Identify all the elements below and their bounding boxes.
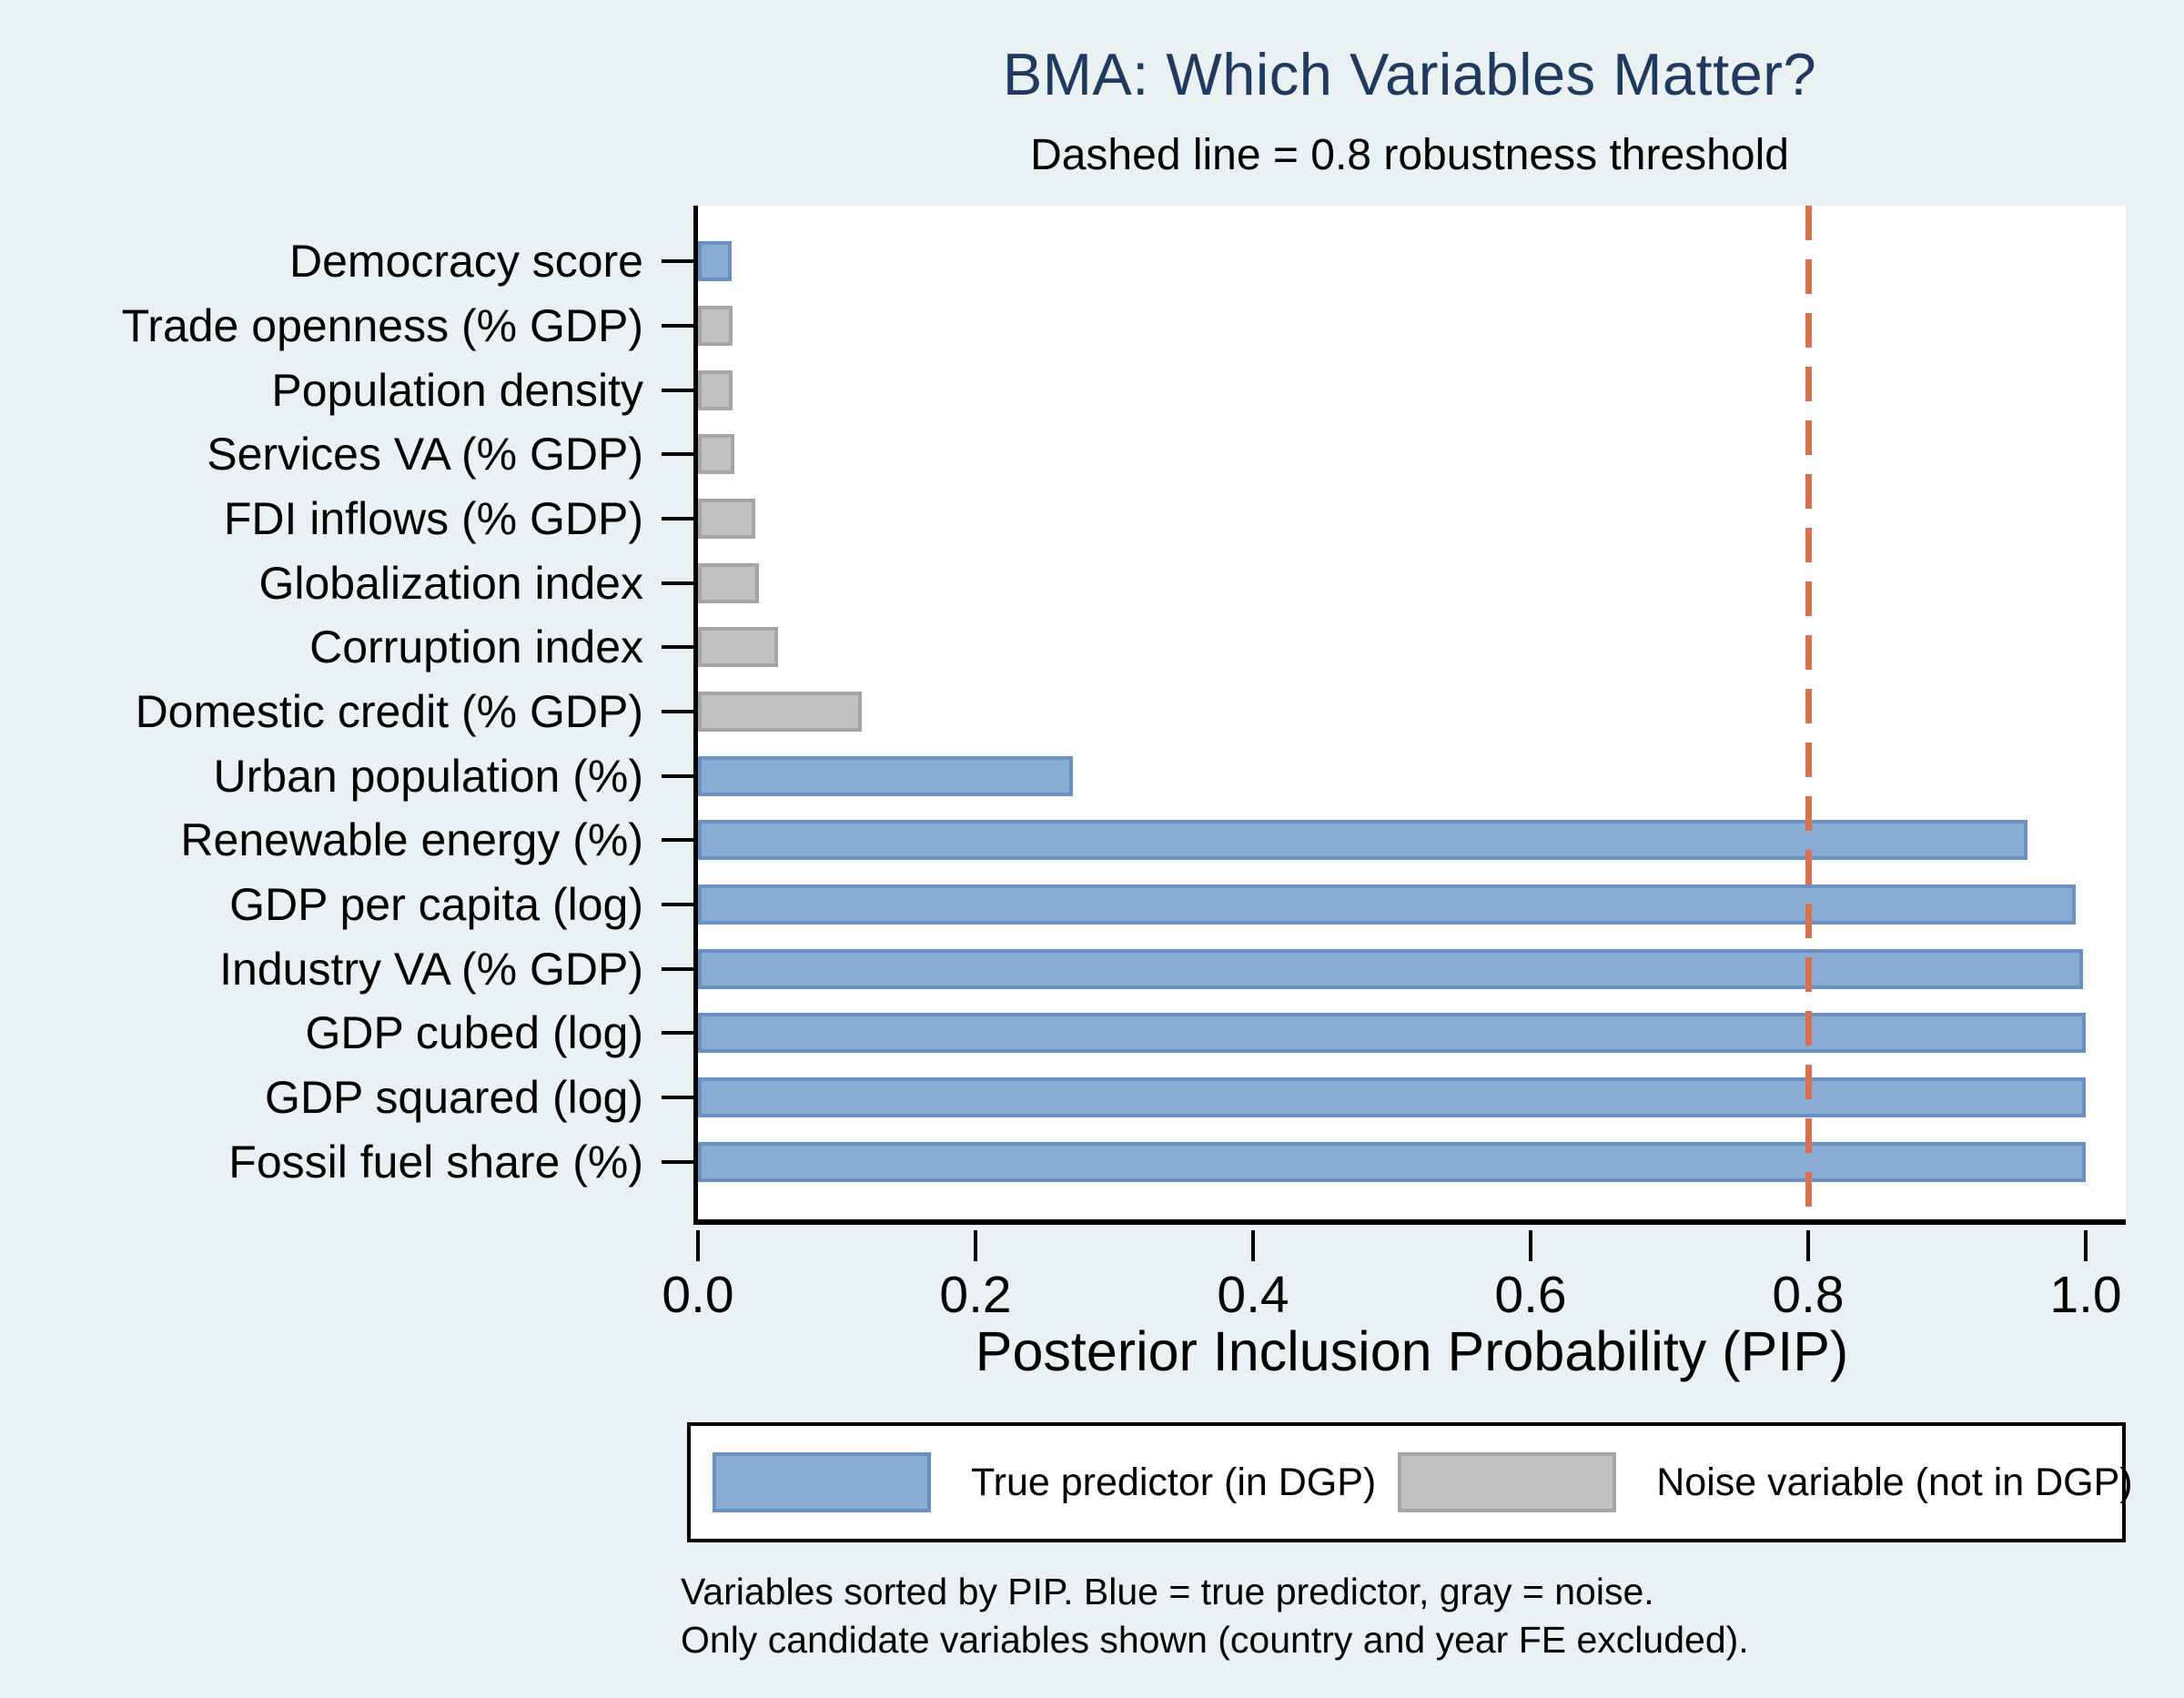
x-tick-label: 0.8	[1772, 1266, 1845, 1324]
bar-true_predictor	[698, 755, 1073, 796]
bar-row: GDP per capita (log)	[229, 873, 2126, 937]
x-tick	[2084, 1230, 2088, 1261]
y-tick	[662, 388, 693, 392]
legend-swatch-noise	[1398, 1452, 1617, 1512]
category-label: Globalization index	[258, 557, 644, 609]
bar-noise	[698, 499, 755, 540]
threshold-dashed-line	[1805, 206, 1812, 1219]
x-tick	[1529, 1230, 1532, 1261]
bar-row: Services VA (% GDP)	[207, 422, 2126, 487]
y-tick	[662, 773, 693, 778]
category-label: Domestic credit (% GDP)	[135, 686, 643, 738]
bar-row: Trade openness (% GDP)	[122, 294, 2126, 359]
bar-noise	[698, 562, 760, 603]
x-tick-label: 0.4	[1217, 1266, 1289, 1324]
bar-row: FDI inflows (% GDP)	[224, 487, 2126, 551]
chart-notes: Variables sorted by PIP. Blue = true pre…	[681, 1568, 1749, 1664]
category-label: Industry VA (% GDP)	[219, 943, 643, 995]
category-label: FDI inflows (% GDP)	[223, 493, 643, 545]
x-axis-title: Posterior Inclusion Probability (PIP)	[975, 1320, 1849, 1382]
chart-title: BMA: Which Variables Matter?	[1002, 41, 1817, 107]
x-tick	[1806, 1230, 1810, 1261]
bar-row: GDP cubed (log)	[306, 1001, 2126, 1066]
bar-row: Fossil fuel share (%)	[228, 1129, 2126, 1194]
y-tick	[662, 259, 693, 264]
bar-row: Corruption index	[309, 615, 2126, 680]
category-label: GDP cubed (log)	[305, 1007, 643, 1059]
bar-row: Population density	[271, 358, 2126, 422]
legend-swatch-true-predictor	[713, 1452, 931, 1512]
bar-row: Renewable energy (%)	[180, 808, 2126, 873]
x-tick-label: 0.6	[1494, 1266, 1567, 1324]
y-tick	[662, 1159, 693, 1164]
bar-true_predictor	[698, 948, 2083, 989]
bar-noise	[698, 434, 734, 475]
bar-true_predictor	[698, 241, 732, 282]
x-tick-label: 0.2	[939, 1266, 1012, 1324]
category-label: Fossil fuel share (%)	[228, 1136, 643, 1188]
category-label: GDP squared (log)	[265, 1072, 643, 1124]
category-label: Urban population (%)	[213, 750, 644, 802]
bar-true_predictor	[698, 1013, 2086, 1054]
x-axis: 0.0 0.2 0.4 0.6 0.8 1.0	[662, 1230, 2126, 1440]
y-tick	[662, 581, 693, 585]
x-tick	[696, 1230, 700, 1261]
y-tick	[662, 710, 693, 714]
note-line-2: Only candidate variables shown (country …	[681, 1619, 1749, 1661]
bar-noise	[698, 627, 779, 668]
legend-item-noise: Noise variable (not in DGP)	[1376, 1452, 2133, 1512]
x-tick	[974, 1230, 977, 1261]
bar-noise	[698, 369, 733, 410]
y-tick	[662, 517, 693, 521]
x-tick-label: 1.0	[2049, 1266, 2122, 1324]
bar-true_predictor	[698, 1141, 2086, 1182]
legend-label-noise: Noise variable (not in DGP)	[1656, 1460, 2133, 1504]
bar-rows-container: Democracy score Trade openness (% GDP) Pop…	[122, 206, 2126, 1219]
legend-item-true-predictor: True predictor (in DGP)	[691, 1452, 1376, 1512]
y-tick	[662, 645, 693, 650]
bar-row: GDP squared (log)	[265, 1066, 2126, 1130]
y-tick	[662, 903, 693, 907]
category-label: Trade openness (% GDP)	[121, 300, 643, 351]
note-line-1: Variables sorted by PIP. Blue = true pre…	[681, 1571, 1654, 1612]
bar-true_predictor	[698, 820, 2027, 861]
y-tick	[662, 966, 693, 971]
category-label: Renewable energy (%)	[180, 814, 643, 866]
y-tick	[662, 838, 693, 843]
bar-row: Globalization index	[259, 551, 2126, 615]
bar-noise	[698, 306, 733, 346]
plot-area: Democracy score Trade openness (% GDP) Pop…	[122, 206, 2126, 1225]
x-tick-label: 0.0	[662, 1266, 734, 1324]
bar-true_predictor	[698, 884, 2077, 925]
category-label: GDP per capita (log)	[229, 879, 643, 931]
y-tick	[662, 1096, 693, 1100]
bar-row: Urban population (%)	[214, 743, 2126, 808]
category-label: Corruption index	[309, 622, 643, 673]
category-label: Population density	[271, 364, 643, 416]
bar-true_predictor	[698, 1077, 2086, 1118]
category-label: Services VA (% GDP)	[207, 429, 643, 480]
bar-row: Domestic credit (% GDP)	[136, 680, 2126, 744]
y-tick	[662, 452, 693, 457]
x-tick	[1251, 1230, 1255, 1261]
legend-label-true-predictor: True predictor (in DGP)	[971, 1460, 1377, 1504]
legend-box: True predictor (in DGP) Noise variable (…	[687, 1422, 2133, 1542]
chart-subtitle: Dashed line = 0.8 robustness threshold	[1030, 131, 1789, 179]
bar-row: Industry VA (% GDP)	[219, 936, 2126, 1001]
category-label: Democracy score	[289, 236, 643, 288]
y-tick	[662, 324, 693, 328]
bar-noise	[698, 692, 862, 733]
bar-row: Democracy score	[289, 229, 2126, 294]
y-tick	[662, 1031, 693, 1036]
